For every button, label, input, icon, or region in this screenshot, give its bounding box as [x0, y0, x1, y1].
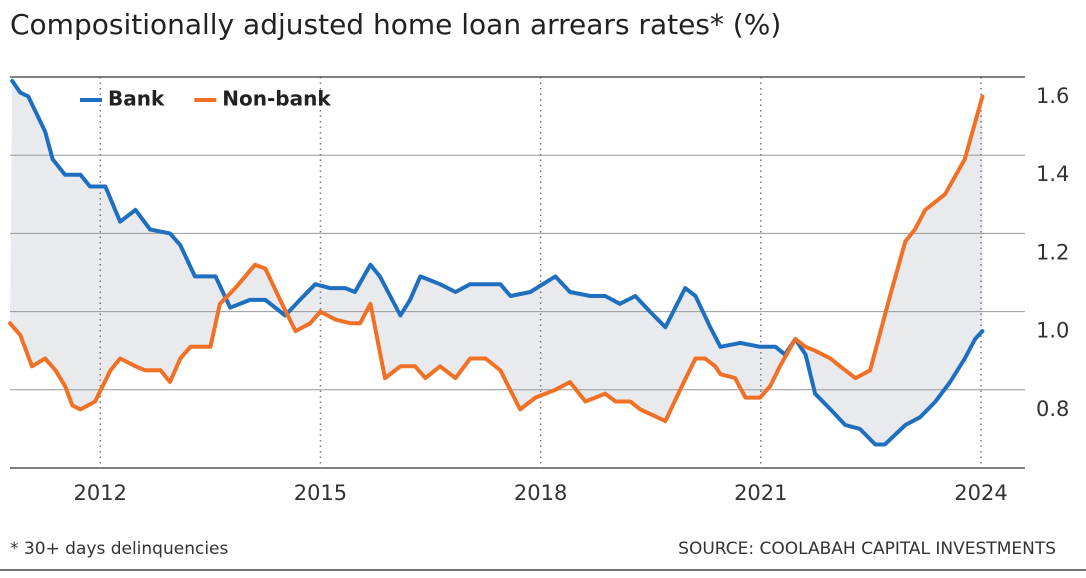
- chart-title: Compositionally adjusted home loan arrea…: [10, 8, 781, 41]
- y-tick-label: 1.2: [1036, 240, 1069, 264]
- x-tick-label: 2018: [514, 481, 567, 505]
- x-tick-label: 2012: [74, 481, 127, 505]
- x-tick-label: 2024: [954, 481, 1007, 505]
- series-line: [10, 78, 985, 447]
- legend-label: Non-bank: [222, 87, 331, 111]
- y-tick-label: 0.8: [1036, 397, 1069, 421]
- y-tick-label: 1.6: [1036, 84, 1069, 108]
- series-line: [8, 94, 985, 424]
- x-tick-label: 2021: [734, 481, 787, 505]
- footnote: * 30+ days delinquencies: [10, 539, 229, 559]
- gap-shading: [10, 80, 983, 445]
- legend-label: Bank: [108, 87, 165, 111]
- y-tick-label: 1.4: [1036, 162, 1069, 186]
- source: SOURCE: COOLABAH CAPITAL INVESTMENTS: [678, 539, 1056, 559]
- x-tick-label: 2015: [294, 481, 347, 505]
- y-tick-label: 1.0: [1036, 319, 1069, 343]
